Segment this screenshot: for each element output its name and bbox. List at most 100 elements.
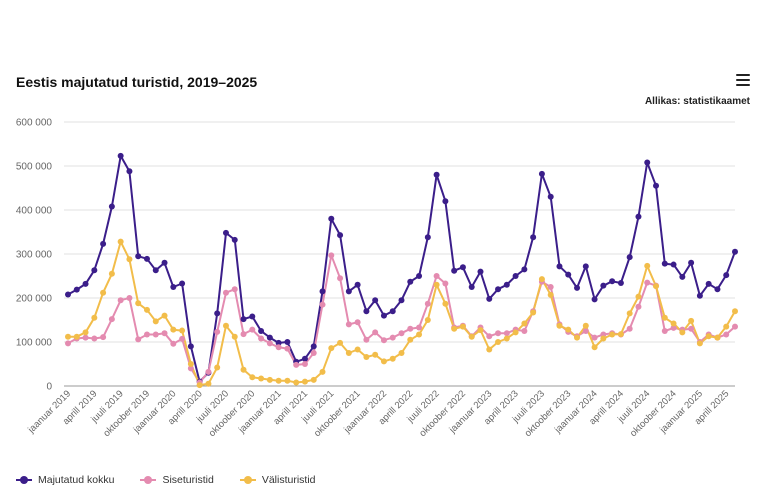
data-point bbox=[161, 312, 168, 319]
data-point bbox=[345, 350, 352, 356]
data-point bbox=[389, 334, 396, 341]
data-point bbox=[416, 324, 423, 331]
data-point bbox=[582, 322, 589, 329]
data-point bbox=[424, 300, 431, 307]
data-point bbox=[179, 327, 186, 334]
data-point bbox=[100, 240, 107, 247]
data-point bbox=[91, 335, 98, 342]
data-point bbox=[275, 339, 282, 346]
data-point bbox=[135, 253, 142, 260]
data-point bbox=[161, 330, 168, 337]
data-point bbox=[231, 236, 238, 243]
data-point bbox=[688, 317, 695, 324]
data-point bbox=[73, 333, 80, 340]
legend-item-domestic[interactable]: Siseturistid bbox=[140, 474, 214, 486]
data-point bbox=[266, 340, 273, 347]
legend-item-foreign[interactable]: Välisturistid bbox=[239, 474, 316, 486]
data-point bbox=[319, 368, 326, 375]
data-point bbox=[222, 322, 229, 329]
data-point bbox=[617, 280, 624, 287]
data-point bbox=[240, 316, 247, 323]
data-point bbox=[284, 339, 291, 345]
data-point bbox=[591, 344, 598, 351]
source-label: Allikas: statistikaamet bbox=[644, 96, 750, 107]
data-point bbox=[117, 238, 124, 245]
data-point bbox=[380, 312, 387, 319]
data-point bbox=[328, 252, 335, 259]
data-point bbox=[477, 268, 484, 275]
data-point bbox=[266, 334, 273, 341]
data-point bbox=[258, 375, 265, 382]
data-point bbox=[424, 234, 431, 241]
data-point bbox=[530, 234, 537, 241]
data-point bbox=[495, 339, 502, 345]
data-point bbox=[143, 331, 150, 338]
data-point bbox=[477, 327, 484, 334]
data-point bbox=[407, 336, 414, 343]
data-point bbox=[591, 296, 598, 303]
data-point bbox=[433, 281, 440, 288]
legend-item-total[interactable]: Majutatud kokku bbox=[16, 474, 114, 486]
data-point bbox=[170, 284, 177, 290]
data-point bbox=[407, 325, 414, 332]
y-tick-label: 100 000 bbox=[16, 338, 53, 349]
data-point bbox=[65, 340, 71, 347]
data-point bbox=[310, 376, 317, 383]
data-point bbox=[486, 295, 493, 302]
data-point bbox=[732, 248, 738, 255]
data-point bbox=[82, 280, 89, 287]
data-point bbox=[512, 329, 519, 336]
y-tick-label: 500 000 bbox=[16, 162, 53, 173]
data-point bbox=[135, 336, 142, 343]
menu-icon[interactable] bbox=[736, 74, 750, 86]
data-point bbox=[319, 288, 326, 295]
data-point bbox=[284, 377, 291, 384]
data-point bbox=[617, 331, 624, 338]
line-chart: 0 100 000 200 000 300 000 400 000 500 000 600 … bbox=[16, 118, 738, 439]
data-point bbox=[65, 333, 71, 340]
data-point bbox=[275, 377, 282, 384]
data-point bbox=[363, 308, 370, 315]
data-point bbox=[688, 325, 695, 332]
data-point bbox=[591, 334, 598, 341]
data-point bbox=[319, 301, 326, 308]
y-tick-label: 300 000 bbox=[16, 250, 53, 261]
data-point bbox=[495, 330, 502, 337]
legend: Majutatud kokku Siseturistid Välisturist… bbox=[16, 474, 316, 486]
data-point bbox=[714, 334, 721, 341]
data-point bbox=[407, 278, 414, 285]
data-point bbox=[293, 379, 300, 386]
data-point bbox=[582, 263, 589, 270]
data-point bbox=[354, 319, 361, 326]
data-point bbox=[679, 329, 686, 336]
data-point bbox=[152, 267, 159, 274]
data-point bbox=[538, 276, 545, 283]
data-point bbox=[266, 376, 273, 383]
data-point bbox=[459, 264, 466, 271]
data-point bbox=[214, 328, 221, 335]
data-point bbox=[723, 272, 730, 279]
data-point bbox=[91, 314, 98, 321]
data-point bbox=[495, 286, 502, 293]
data-point bbox=[600, 282, 607, 289]
data-point bbox=[644, 262, 651, 269]
data-point bbox=[609, 331, 616, 338]
data-point bbox=[108, 316, 115, 323]
data-point bbox=[187, 361, 194, 367]
data-point bbox=[670, 320, 677, 327]
data-point bbox=[503, 330, 510, 337]
data-point bbox=[301, 361, 308, 367]
data-point bbox=[372, 329, 379, 336]
data-point bbox=[574, 334, 581, 341]
data-point bbox=[205, 368, 212, 375]
data-point bbox=[222, 289, 229, 296]
data-point bbox=[626, 310, 633, 317]
data-point bbox=[547, 284, 554, 290]
data-point bbox=[424, 317, 431, 323]
data-point bbox=[126, 256, 133, 263]
y-tick-label: 600 000 bbox=[16, 118, 53, 129]
data-point bbox=[547, 193, 554, 200]
data-point bbox=[214, 364, 221, 371]
data-point bbox=[161, 259, 168, 266]
data-point bbox=[240, 331, 247, 338]
